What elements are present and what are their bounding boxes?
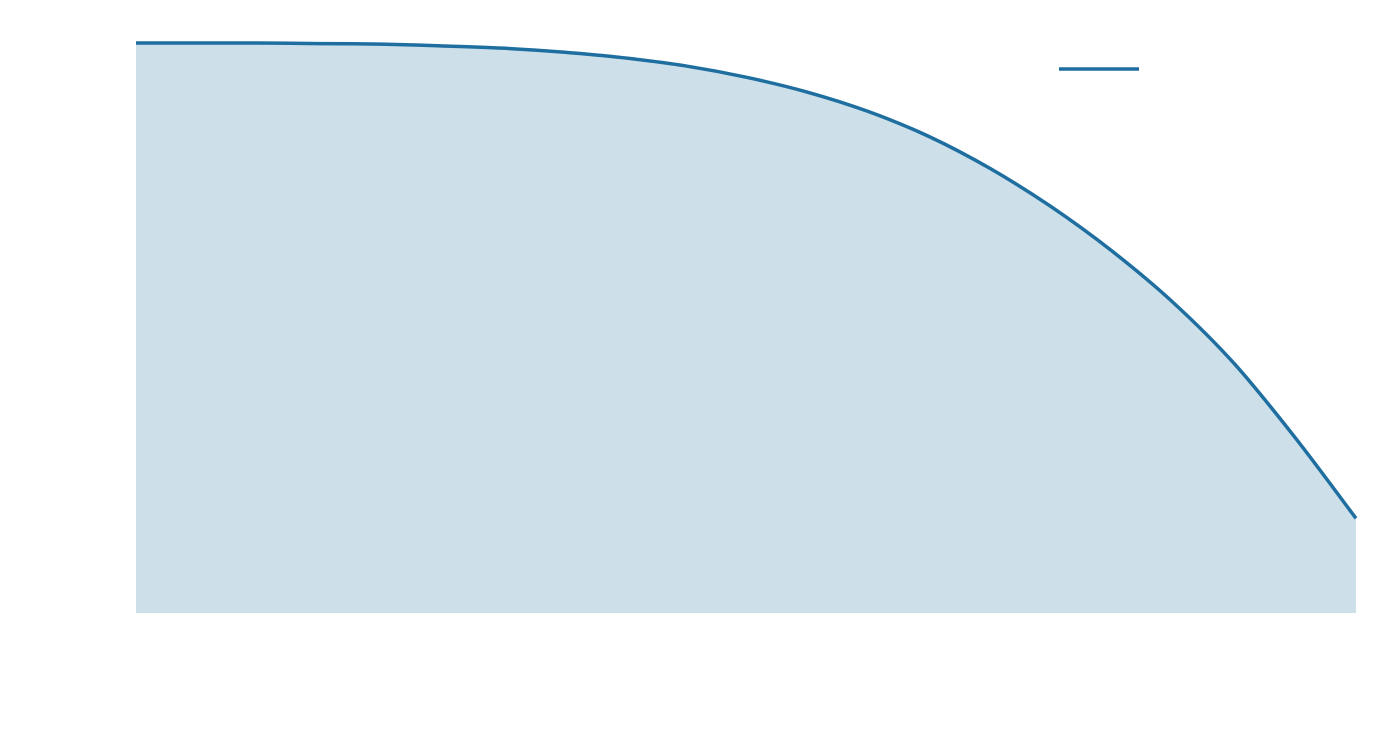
plot-area	[135, 41, 1358, 613]
series-0-line	[135, 41, 1358, 520]
series-0-area-fill	[136, 42, 1356, 613]
